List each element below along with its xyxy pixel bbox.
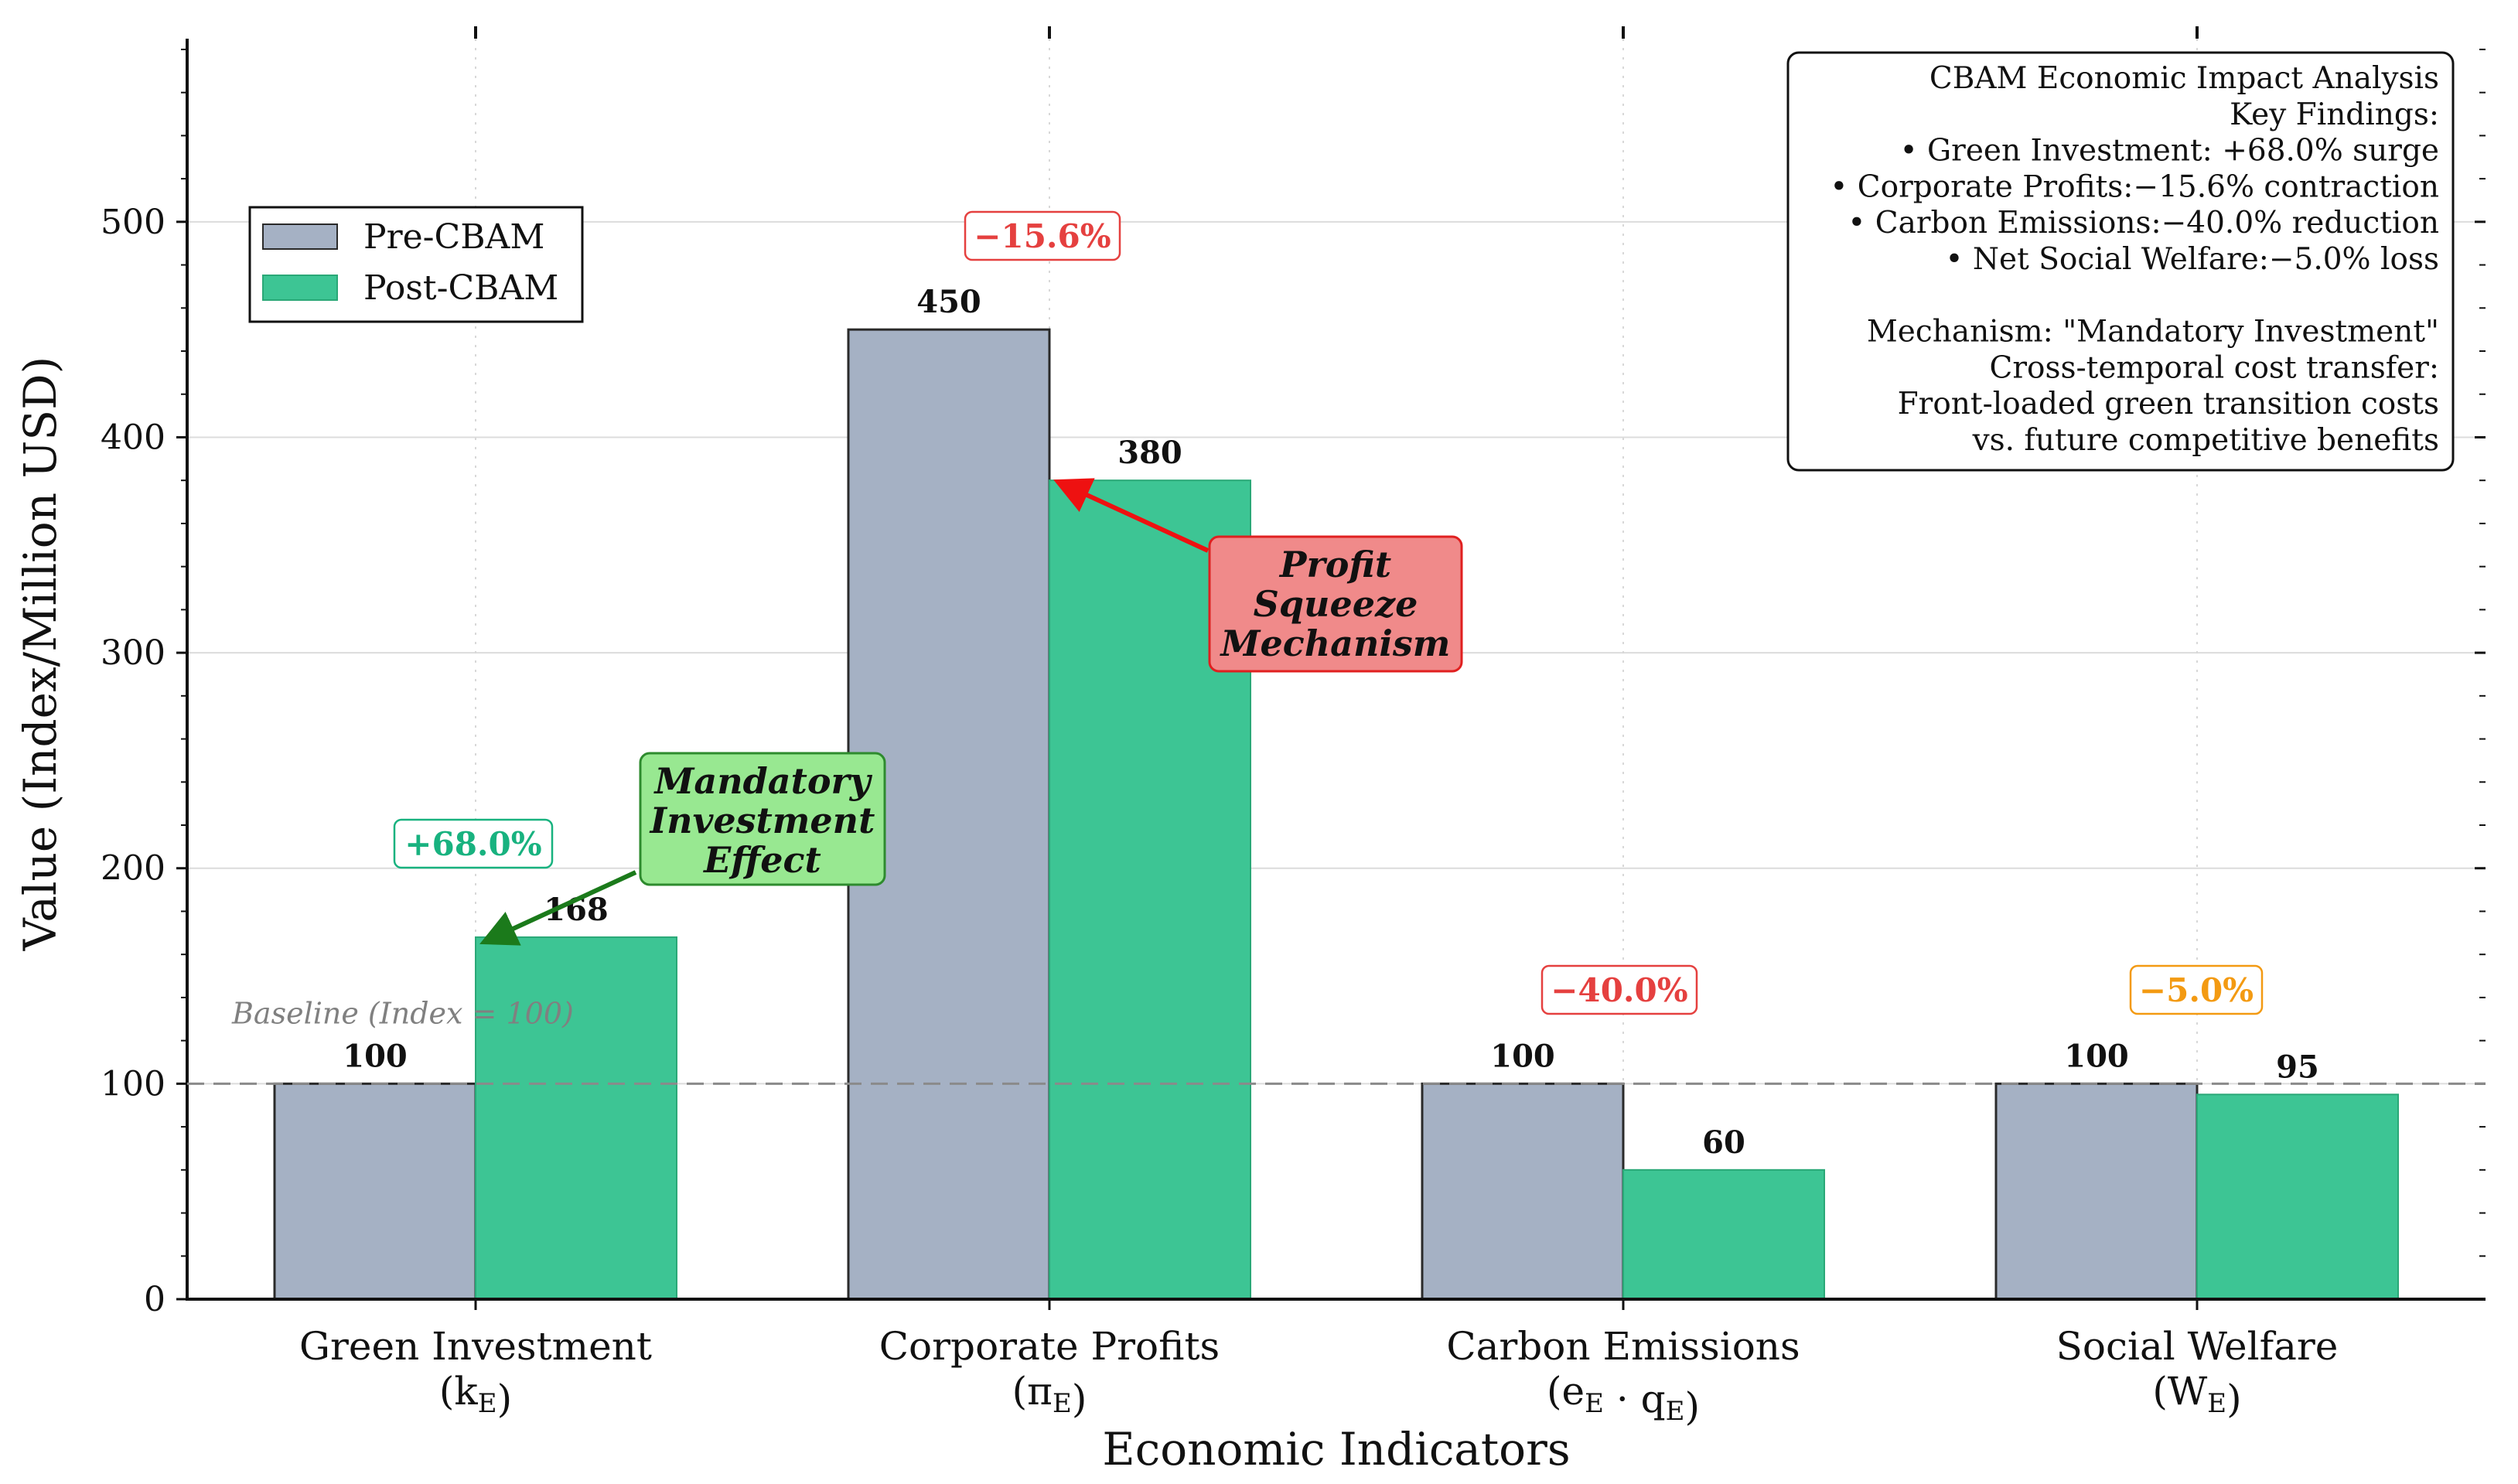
callout-box [639,752,886,886]
change-label: −5.0% [2139,971,2254,1009]
value-label: 100 [343,1038,408,1074]
change-badge [964,210,1121,261]
value-label: 100 [2064,1038,2129,1074]
info-line: Cross-temporal cost transfer: [1989,350,2439,385]
info-box-frame [1786,51,2455,472]
symbol-part: · [1604,1377,1641,1421]
baseline-label: Baseline (Index = 100) [231,996,574,1030]
symbol-part: W [2168,1369,2208,1414]
symbol-part: ) [1072,1377,1087,1421]
bar-pre-cbam [273,1082,477,1301]
change-badge [393,818,554,869]
callout-text: Investment [649,800,875,841]
symbol-part: ( [1012,1369,1028,1414]
subscript: E [2207,1388,2226,1419]
y-tick-label: 100 [101,1064,165,1104]
callout-text: Effect [702,839,821,881]
category-label: Social Welfare [2056,1324,2339,1369]
info-line: • Green Investment: +68.0% surge [1900,134,2439,169]
info-line: CBAM Economic Impact Analysis [1929,61,2439,96]
info-line: Front-loaded green transition costs [1898,387,2439,421]
value-label: 95 [2276,1049,2319,1085]
value-label: 450 [916,284,981,320]
category-label: Carbon Emissions [1446,1324,1800,1369]
callout-text: Profit [1278,544,1391,585]
category-symbol: (WE) [2152,1369,2241,1421]
symbol-part: ( [439,1369,455,1414]
value-label: 60 [1702,1124,1745,1161]
change-label: +68.0% [404,825,541,863]
y-tick-label: 300 [101,633,165,673]
category-symbol: (πE) [1012,1369,1087,1421]
bars [273,328,2399,1301]
symbol-part: k [454,1369,478,1414]
subscript: E [478,1388,497,1419]
symbol-part: π [1027,1369,1053,1414]
info-line: Key Findings: [2230,97,2439,132]
symbol-part: ( [2152,1369,2168,1414]
change-label: −40.0% [1551,971,1687,1009]
legend-label: Pre-CBAM [363,217,544,257]
bar-post-cbam [1622,1168,1825,1301]
change-badge [1540,964,1698,1015]
value-label: 100 [1490,1038,1555,1074]
y-axis-title: Value (Index/Million USD) [14,357,67,951]
callout-text: Mandatory [653,760,872,802]
bar-post-cbam [2196,1093,2399,1301]
subscript: E [1053,1388,1072,1419]
callout-arrow [479,870,637,946]
category-label: Green Investment [299,1324,652,1369]
legend: Pre-CBAM Post-CBAM [248,206,584,323]
callout-arrow [1053,478,1210,553]
legend-swatch-post [262,275,338,301]
category-symbol: (kE) [439,1369,512,1421]
callout-text: Squeeze [1254,583,1418,625]
info-line: • Net Social Welfare:−5.0% loss [1946,242,2439,277]
symbol-part: q [1641,1377,1666,1421]
value-label: 380 [1117,435,1182,471]
symbol-part: ) [2226,1377,2242,1421]
subscript: E [1585,1388,1604,1419]
callout-text: Mechanism [1220,623,1451,664]
info-line: Mechanism: "Mandatory Investment" [1867,315,2439,350]
info-line: • Corporate Profits:−15.6% contraction [1830,169,2439,204]
y-tick-label: 0 [144,1280,165,1319]
bar-post-cbam [475,936,677,1301]
subscript: E [1666,1396,1685,1427]
y-tick-label: 200 [101,849,165,889]
info-line: • Carbon Emissions:−40.0% reduction [1848,206,2439,241]
bar-pre-cbam [1994,1082,2199,1301]
symbol-part: ) [1684,1384,1700,1429]
callout-box [1208,535,1463,673]
bar-pre-cbam [1421,1082,1625,1301]
category-symbol: (eE · qE) [1547,1369,1700,1429]
info-line: vs. future competitive benefits [1972,423,2439,458]
symbol-part: ) [497,1377,513,1421]
legend-swatch-pre [262,223,338,250]
change-label: −15.6% [974,217,1111,255]
change-badge [2129,964,2264,1015]
y-tick-label: 500 [101,203,165,242]
legend-label: Post-CBAM [363,268,558,308]
category-label: Corporate Profits [879,1324,1220,1369]
symbol-part: e [1562,1369,1585,1414]
y-tick-label: 400 [101,418,165,457]
x-axis-title: Economic Indicators [1102,1423,1570,1475]
symbol-part: ( [1547,1369,1562,1414]
